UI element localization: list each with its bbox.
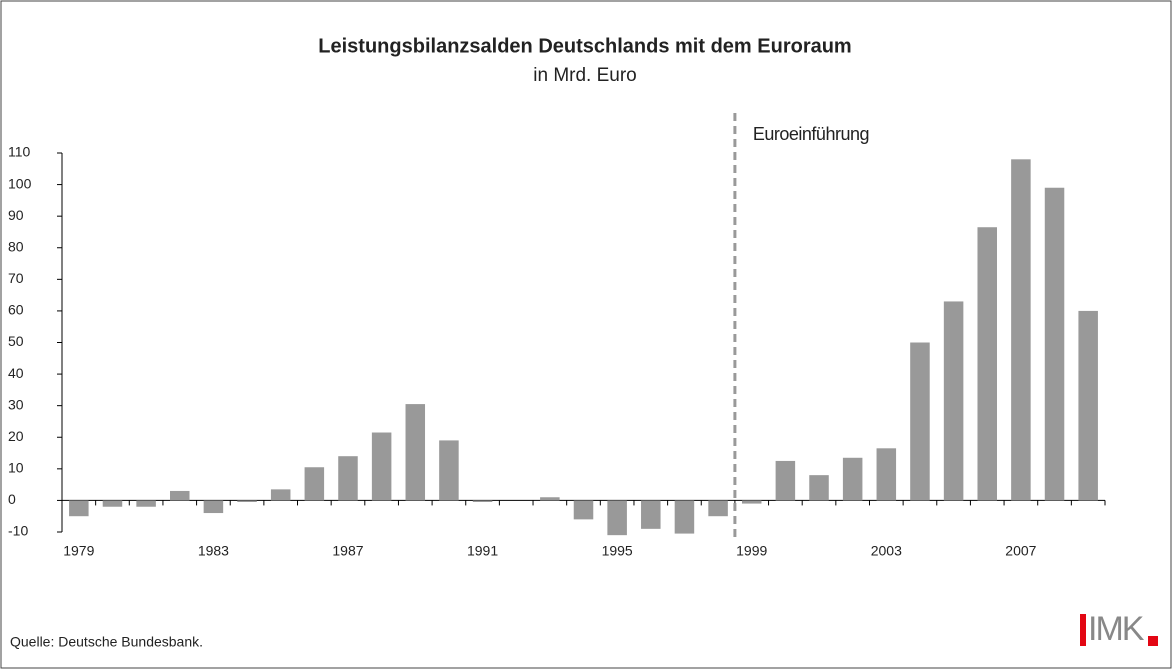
bar xyxy=(540,497,560,501)
logo-bar xyxy=(1080,614,1086,646)
bar xyxy=(1011,159,1031,501)
bar xyxy=(674,500,695,534)
bar xyxy=(338,456,358,501)
bar xyxy=(1044,187,1065,501)
x-tick-label: 1979 xyxy=(63,543,94,559)
y-tick-label: 30 xyxy=(8,396,24,412)
bar xyxy=(304,467,325,501)
bar xyxy=(741,500,762,504)
bar xyxy=(641,500,661,529)
bar xyxy=(977,227,997,501)
y-tick-label: 10 xyxy=(8,460,24,476)
bar xyxy=(203,500,224,514)
bar xyxy=(1078,310,1098,501)
bar xyxy=(775,460,796,501)
x-tick-label: 1991 xyxy=(467,543,498,559)
bar xyxy=(910,342,930,501)
x-tick-label: 1995 xyxy=(602,543,633,559)
y-tick-label: 50 xyxy=(8,333,24,349)
logo-dot xyxy=(1148,636,1158,646)
chart-title: Leistungsbilanzsalden Deutschlands mit d… xyxy=(318,35,851,57)
bar xyxy=(102,500,123,507)
y-tick-label: 40 xyxy=(8,365,24,381)
bar xyxy=(842,457,863,501)
bar xyxy=(943,301,964,501)
y-tick-label: 70 xyxy=(8,270,24,286)
x-tick-label: 2003 xyxy=(871,543,902,559)
bar xyxy=(809,475,829,501)
x-tick-label: 2007 xyxy=(1005,543,1036,559)
bar xyxy=(439,440,459,501)
bar xyxy=(876,448,897,501)
bar xyxy=(136,500,156,507)
y-tick-label: 110 xyxy=(8,144,31,160)
bar xyxy=(405,404,426,501)
bar xyxy=(607,500,627,536)
bar xyxy=(69,500,89,517)
bar xyxy=(270,489,291,501)
chart-subtitle: in Mrd. Euro xyxy=(533,65,636,86)
y-tick-label: 80 xyxy=(8,238,24,254)
source: Quelle: Deutsche Bundesbank. xyxy=(10,634,203,650)
y-tick-label: 100 xyxy=(8,175,32,191)
x-tick-label: 1999 xyxy=(736,543,767,559)
y-tick-label: 20 xyxy=(8,428,24,444)
y-tick-label: 90 xyxy=(8,207,24,223)
x-tick-label: 1987 xyxy=(332,543,363,559)
y-tick-label: -10 xyxy=(8,523,28,539)
annotation: Euroeinführung xyxy=(753,124,869,144)
x-tick-label: 1983 xyxy=(198,543,229,559)
bar xyxy=(237,500,257,502)
bar xyxy=(371,432,392,501)
bar xyxy=(472,500,493,502)
bar xyxy=(573,500,594,520)
y-tick-label: 0 xyxy=(8,491,16,507)
bar xyxy=(708,500,728,517)
y-tick-label: 60 xyxy=(8,302,24,318)
bar xyxy=(170,490,190,501)
logo: IMK xyxy=(1088,610,1145,648)
